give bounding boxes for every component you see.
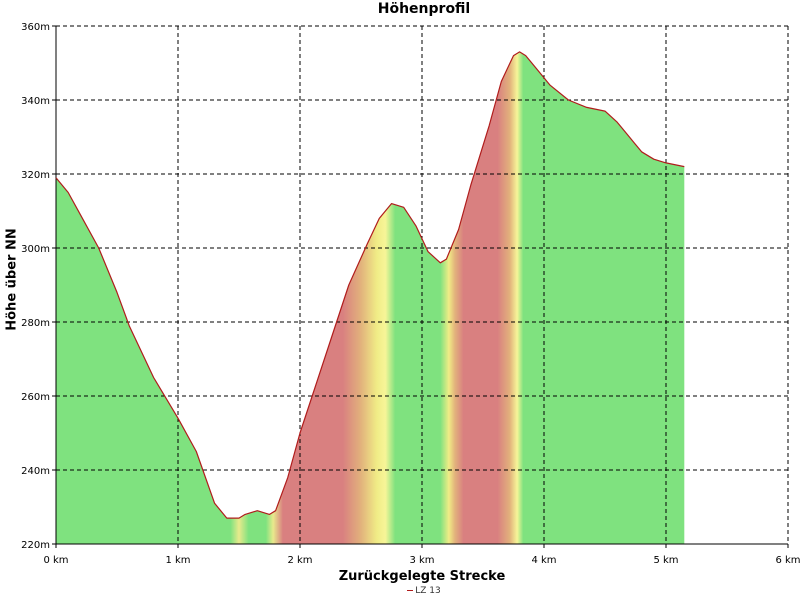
x-tick-label: 5 km <box>653 555 678 566</box>
y-tick-label: 260m <box>21 392 50 403</box>
elevation-line <box>55 51 685 519</box>
x-axis-title: Zurückgelegte Strecke <box>338 569 506 584</box>
y-tick-label: 280m <box>21 318 50 329</box>
x-tick-label: 4 km <box>531 555 556 566</box>
elevation-area <box>56 51 685 545</box>
y-tick-label: 360m <box>21 22 50 33</box>
y-tick-label: 320m <box>21 170 50 181</box>
y-tick-label: 240m <box>21 466 50 477</box>
x-tick-label: 6 km <box>775 555 800 566</box>
y-tick-label: 220m <box>21 540 50 551</box>
x-tick-label: 3 km <box>409 555 434 566</box>
legend-label: LZ 13 <box>415 586 441 596</box>
y-tick-label: 340m <box>21 96 50 107</box>
legend-line-swatch <box>407 590 414 591</box>
y-tick-label: 300m <box>21 244 50 255</box>
x-tick-label: 2 km <box>287 555 312 566</box>
x-tick-label: 0 km <box>43 555 68 566</box>
legend: LZ 13 <box>0 586 800 596</box>
chart-title: Höhenprofil <box>377 1 471 17</box>
x-tick-label: 1 km <box>165 555 190 566</box>
